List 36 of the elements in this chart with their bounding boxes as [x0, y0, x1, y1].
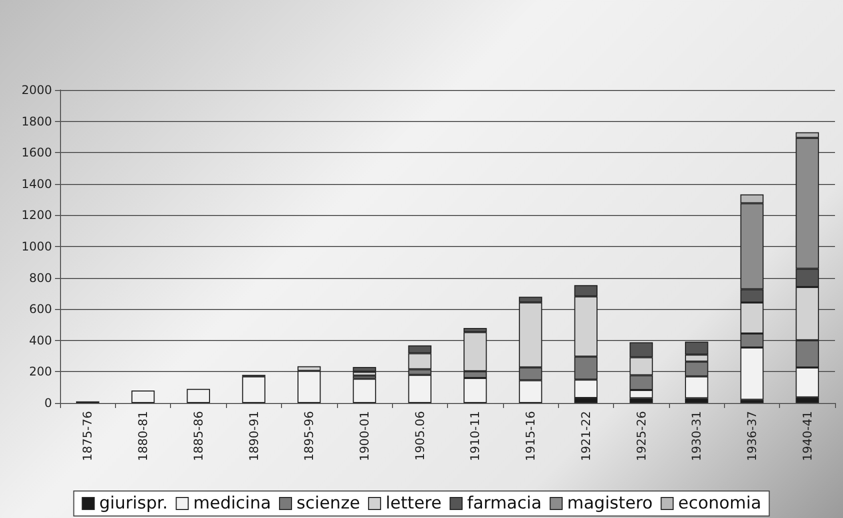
y-tick-label: 2000 — [21, 83, 52, 97]
x-tick-label: 1900-01 — [357, 411, 372, 462]
y-tick-label: 200 — [29, 364, 52, 379]
y-tick-label: 800 — [29, 270, 52, 285]
legend-label: economia — [678, 494, 762, 514]
y-tick-label: 1200 — [21, 208, 52, 222]
legend-label: lettere — [386, 494, 442, 514]
x-tick-label: 1930-31 — [690, 411, 704, 462]
legend-label: scienze — [296, 494, 360, 514]
x-tick-label: 1895-96 — [302, 411, 316, 462]
x-tick-label: 1910-11 — [468, 411, 482, 462]
legend-label: giurispr. — [99, 494, 168, 514]
legend-label: magistero — [567, 494, 653, 514]
x-tick-label: 1940-41 — [800, 411, 814, 462]
y-tick-label: 400 — [29, 333, 52, 348]
x-tick-label: 1936-37 — [744, 411, 759, 462]
bar — [352, 378, 376, 403]
x-tick-label: 1925-26 — [634, 411, 648, 462]
legend-label: medicina — [193, 494, 272, 514]
y-tick-label: 0 — [44, 396, 52, 410]
y-tick-label: 1600 — [21, 146, 52, 160]
bar — [131, 390, 155, 403]
y-tick-label: 1000 — [21, 240, 52, 254]
y-tick-label: 1400 — [21, 176, 52, 191]
x-tick-label: 1915-16 — [524, 411, 538, 462]
y-tick-label: 600 — [29, 302, 52, 316]
legend-label: farmacia — [467, 494, 542, 514]
bar — [186, 388, 210, 403]
x-tick-label: 1921-22 — [578, 411, 593, 462]
bar — [242, 376, 266, 403]
y-tick-label: 1800 — [21, 114, 52, 128]
x-tick-label: 1875-76 — [80, 411, 95, 462]
x-tick-label: 1885-86 — [191, 411, 206, 462]
x-tick-label: 1880-81 — [136, 411, 150, 462]
x-tick-label: 1890-91 — [246, 411, 261, 462]
x-tick-label: 1905.06 — [412, 411, 427, 461]
